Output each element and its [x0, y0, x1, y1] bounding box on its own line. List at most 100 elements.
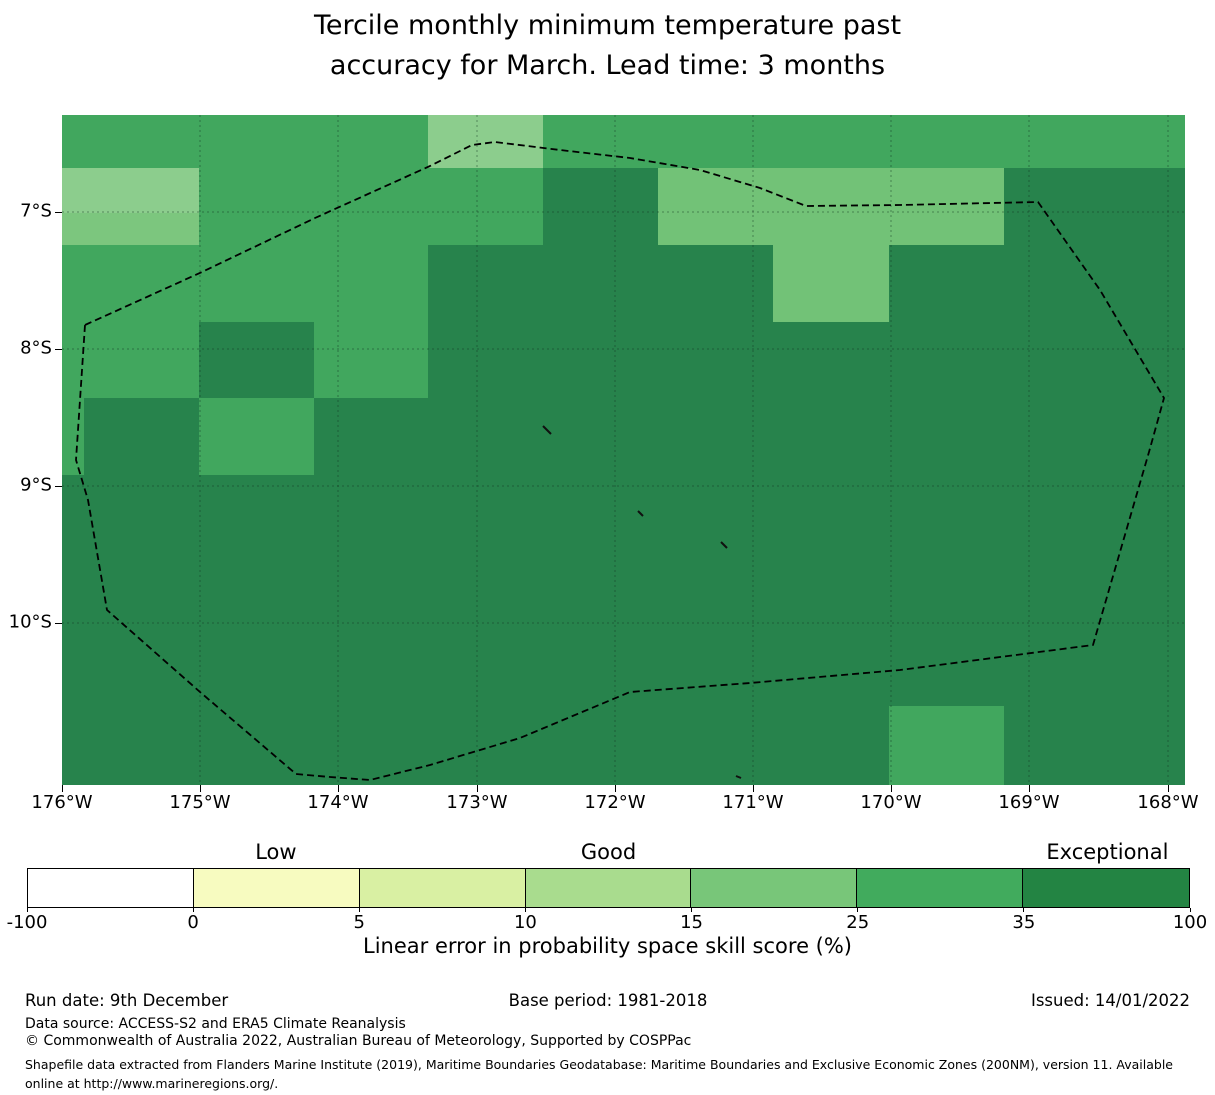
y-tick-mark: [55, 211, 62, 213]
grid-cell: [1120, 115, 1185, 168]
grid-cell: [889, 629, 1004, 706]
grid-cell: [1120, 552, 1185, 629]
colorbar-category-label: Exceptional: [1046, 840, 1169, 864]
grid-cell: [543, 629, 658, 706]
y-tick-mark: [55, 622, 62, 624]
grid-cell: [658, 115, 773, 168]
grid-cell: [889, 552, 1004, 629]
colorbar-tick-mark: [1189, 908, 1191, 912]
grid-cell: [658, 629, 773, 706]
grid-cell: [889, 168, 1004, 245]
colorbar-tick-label: 35: [1012, 912, 1036, 933]
y-tick-label: 10°S: [8, 611, 52, 633]
x-tick-mark: [199, 785, 201, 792]
grid-cell: [889, 322, 1004, 398]
footer-data-source: Data source: ACCESS-S2 and ERA5 Climate …: [25, 1016, 406, 1032]
colorbar-tick-mark: [358, 908, 360, 912]
x-tick-mark: [890, 785, 892, 792]
grid-cell: [658, 706, 773, 785]
grid-cell: [428, 706, 543, 785]
footer-run-date: Run date: 9th December: [25, 991, 229, 1010]
colorbar-category-label: Low: [255, 840, 297, 864]
colorbar-segment: [359, 869, 526, 907]
grid-cell: [62, 552, 84, 629]
map-canvas: [62, 115, 1185, 785]
grid-cell: [773, 245, 889, 322]
colorbar-tick-label: 10: [513, 912, 537, 933]
x-tick-label: 170°W: [860, 792, 922, 813]
colorbar-tick-label: -100: [6, 912, 48, 933]
x-tick-mark: [1167, 785, 1169, 792]
grid-cell: [314, 706, 428, 785]
grid-cell: [1004, 398, 1120, 475]
grid-cell: [1120, 168, 1185, 245]
colorbar-tick-label: 15: [680, 912, 704, 933]
grid-cell: [199, 245, 314, 322]
x-tick-label: 168°W: [1137, 792, 1199, 813]
grid-cell: [428, 322, 543, 398]
y-tick-label: 7°S: [20, 200, 52, 222]
y-tick-mark: [55, 485, 62, 487]
grid-cell: [314, 168, 428, 245]
grid-cell: [773, 706, 889, 785]
grid-cell: [428, 245, 543, 322]
grid-cell: [1120, 322, 1185, 398]
grid-cell: [1120, 398, 1185, 475]
island-mark: [637, 510, 644, 517]
x-tick-mark: [337, 785, 339, 792]
x-tick-mark: [476, 785, 478, 792]
grid-cell: [1004, 552, 1120, 629]
grid-cell: [314, 629, 428, 706]
grid-cell: [773, 398, 889, 475]
grid-cell: [62, 398, 84, 475]
grid-cell: [889, 398, 1004, 475]
x-tick-label: 173°W: [446, 792, 508, 813]
chart-title-line-2: accuracy for March. Lead time: 3 months: [329, 50, 886, 81]
x-tick-label: 172°W: [584, 792, 646, 813]
colorbar-tick-mark: [192, 908, 194, 912]
grid-cell: [658, 168, 773, 245]
grid-cell: [658, 322, 773, 398]
island-mark: [542, 425, 552, 435]
colorbar-segment: [1023, 869, 1189, 907]
grid-cell: [428, 552, 543, 629]
grid-cell: [889, 706, 1004, 785]
grid-cell: [62, 706, 84, 785]
footer-issued-date: Issued: 14/01/2022: [1030, 991, 1190, 1010]
x-tick-label: 176°W: [31, 792, 93, 813]
grid-cell: [84, 629, 199, 706]
colorbar-tick-mark: [691, 908, 693, 912]
grid-cell: [314, 475, 428, 552]
grid-cell: [658, 475, 773, 552]
colorbar-segment: [525, 869, 692, 907]
grid-cell: [658, 398, 773, 475]
grid-cell: [773, 322, 889, 398]
colorbar-segment: [193, 869, 360, 907]
grid-cell: [428, 168, 543, 245]
colorbar-tick-mark: [524, 908, 526, 912]
grid-cell: [62, 115, 84, 168]
y-tick-label: 9°S: [20, 474, 52, 496]
grid-cell: [1004, 168, 1120, 245]
grid-cell: [84, 115, 199, 168]
grid-cell: [199, 115, 314, 168]
grid-cell: [199, 475, 314, 552]
grid-cell: [889, 115, 1004, 168]
footer-base-period: Base period: 1981-2018: [508, 991, 708, 1010]
grid-cell: [199, 322, 314, 398]
grid-cell: [84, 245, 199, 322]
chart-title-line-1: Tercile monthly minimum temperature past: [313, 10, 902, 41]
footer-shapefile-note: Shapefile data extracted from Flanders M…: [25, 1057, 1173, 1091]
grid-cell: [314, 322, 428, 398]
grid-cell: [428, 629, 543, 706]
grid-cell: [889, 245, 1004, 322]
grid-cell: [62, 629, 84, 706]
x-tick-label: 175°W: [169, 792, 231, 813]
grid-cell: [543, 245, 658, 322]
colorbar-tick-label: 25: [846, 912, 870, 933]
grid-cell: [889, 475, 1004, 552]
grid-cell: [1004, 322, 1120, 398]
grid-cell: [658, 245, 773, 322]
grid-cell: [199, 552, 314, 629]
